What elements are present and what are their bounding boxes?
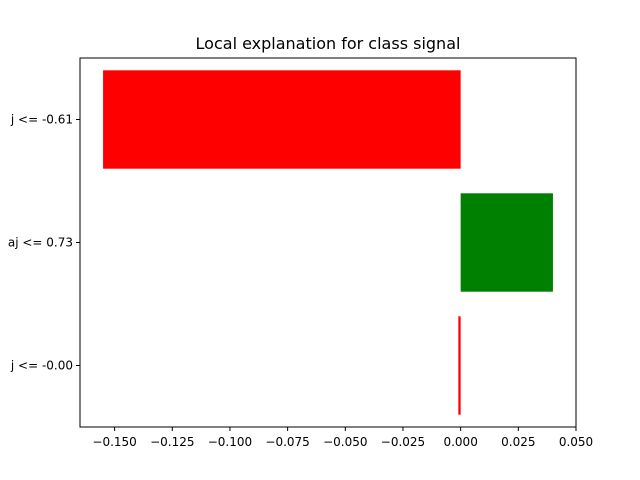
- x-tick-label: −0.025: [381, 435, 425, 449]
- x-tick-label: −0.125: [150, 435, 194, 449]
- bar-3: [458, 316, 461, 415]
- bars: [103, 70, 553, 415]
- chart-title: Local explanation for class signal: [196, 34, 461, 53]
- y-tick-label: j <= -0.00: [10, 359, 73, 373]
- x-tick-label: 0.000: [443, 435, 477, 449]
- y-axis: j <= -0.61 aj <= 0.73 j <= -0.00: [8, 113, 80, 373]
- x-axis: −0.150 −0.125 −0.100 −0.075 −0.050 −0.025 0.00…: [92, 427, 593, 449]
- bar-2: [460, 193, 553, 292]
- y-tick-label: aj <= 0.73: [8, 236, 73, 250]
- x-tick-label: −0.100: [208, 435, 252, 449]
- y-tick-label: j <= -0.61: [10, 113, 73, 127]
- x-tick-label: 0.025: [501, 435, 535, 449]
- x-tick-label: 0.050: [559, 435, 593, 449]
- x-tick-label: −0.050: [323, 435, 367, 449]
- bar-1: [103, 70, 461, 169]
- x-tick-label: −0.075: [265, 435, 309, 449]
- x-tick-label: −0.150: [92, 435, 136, 449]
